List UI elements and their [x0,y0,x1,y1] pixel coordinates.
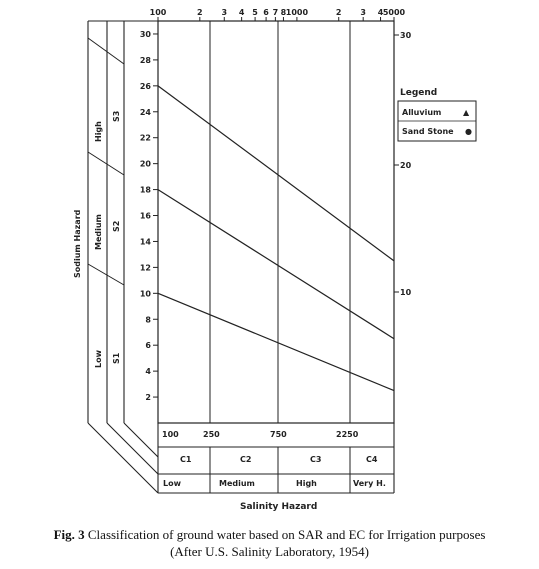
salinity-class-code: C1 [180,455,192,464]
sodium-class-code: S1 [112,352,121,364]
left-tick-label: 8 [145,315,151,324]
sodium-hazard-title: Sodium Hazard [73,209,82,278]
left-tick-label: 20 [140,160,152,169]
sodium-class-level: High [94,121,103,142]
salinity-hazard-title: Salinity Hazard [240,502,317,512]
sodium-boundary [87,151,125,176]
left-tick-label: 30 [140,30,152,39]
caption-line-2: (After U.S. Salinity Laboratory, 1954) [170,544,369,559]
salinity-class-level: Low [163,479,182,488]
sodium-boundary [87,263,125,286]
left-tick-label: 10 [140,289,152,298]
sodium-class-code: S2 [112,221,121,232]
bottom-tick-label: 250 [203,430,220,439]
legend-label-sandstone: Sand Stone [402,127,454,136]
legend-label-alluvium: Alluvium [402,108,441,117]
top-tick-label: 4 [239,8,245,17]
caption-line-1: Classification of ground water based on … [87,527,486,542]
right-tick-label: 30 [400,31,412,40]
salinity-class-level: Very H. [353,479,386,488]
left-tick-label: 26 [140,82,152,91]
series-group [157,85,395,392]
bottom-tick-label: 100 [162,430,179,439]
top-tick-label: 5 [252,8,258,17]
salinity-class-code: C3 [310,455,321,464]
sodium-class-level: Low [94,349,103,368]
box-edge [87,422,159,494]
classification-line [157,85,395,262]
sodium-boundary [87,37,125,65]
salinity-class-level: Medium [219,479,255,488]
left-tick-label: 6 [145,341,151,350]
left-tick-group: 30 28 26 24 22 20 18 16 14 12 10 8 6 4 2 [140,30,158,402]
sodium-class-code: S3 [112,111,121,122]
salinity-class-code: C4 [366,455,378,464]
top-tick-label: 7 [273,8,279,17]
top-tick-label: 3 [360,8,366,17]
legend-symbol-triangle: ▲ [463,108,470,117]
left-tick-label: 28 [140,56,152,65]
box-edge [106,422,159,475]
left-tick-label: 14 [140,237,152,246]
salinity-class-code: C2 [240,455,251,464]
left-tick-label: 22 [140,134,151,143]
top-tick-label: 3 [221,8,227,17]
left-tick-label: 4 [145,367,151,376]
box-edge [123,422,159,458]
left-tick-label: 2 [145,393,151,402]
left-tick-label: 12 [140,263,151,272]
top-tick-label: 2 [197,8,203,17]
top-tick-label: 100 [150,8,167,17]
right-tick-group: 30 20 10 [394,31,412,297]
legend-symbol-dot: ● [465,127,472,136]
bottom-tick-label: 2250 [336,430,359,439]
classification-line [157,189,395,340]
right-tick-label: 20 [400,161,412,170]
left-tick-label: 16 [140,212,152,221]
sodium-class-level: Medium [94,214,103,250]
top-tick-label: 1000 [286,8,309,17]
top-tick-label: 8 [281,8,287,17]
top-tick-label: 4 [378,8,384,17]
top-tick-group: 100 2 3 4 5 6 7 8 1000 2 3 4 5000 [150,8,406,21]
legend-title: Legend [400,88,437,98]
figure-caption: Fig. 3 Classification of ground water ba… [0,526,539,560]
classification-line [157,292,395,392]
salinity-class-level: High [296,479,317,488]
right-tick-label: 10 [400,288,412,297]
left-tick-label: 18 [140,186,152,195]
top-tick-label: 2 [336,8,342,17]
top-tick-label: 5000 [383,8,406,17]
plot-frame [157,20,395,424]
figure-number: Fig. 3 [53,527,85,542]
bottom-tick-label: 750 [270,430,287,439]
left-tick-label: 24 [140,108,152,117]
top-tick-label: 6 [263,8,269,17]
